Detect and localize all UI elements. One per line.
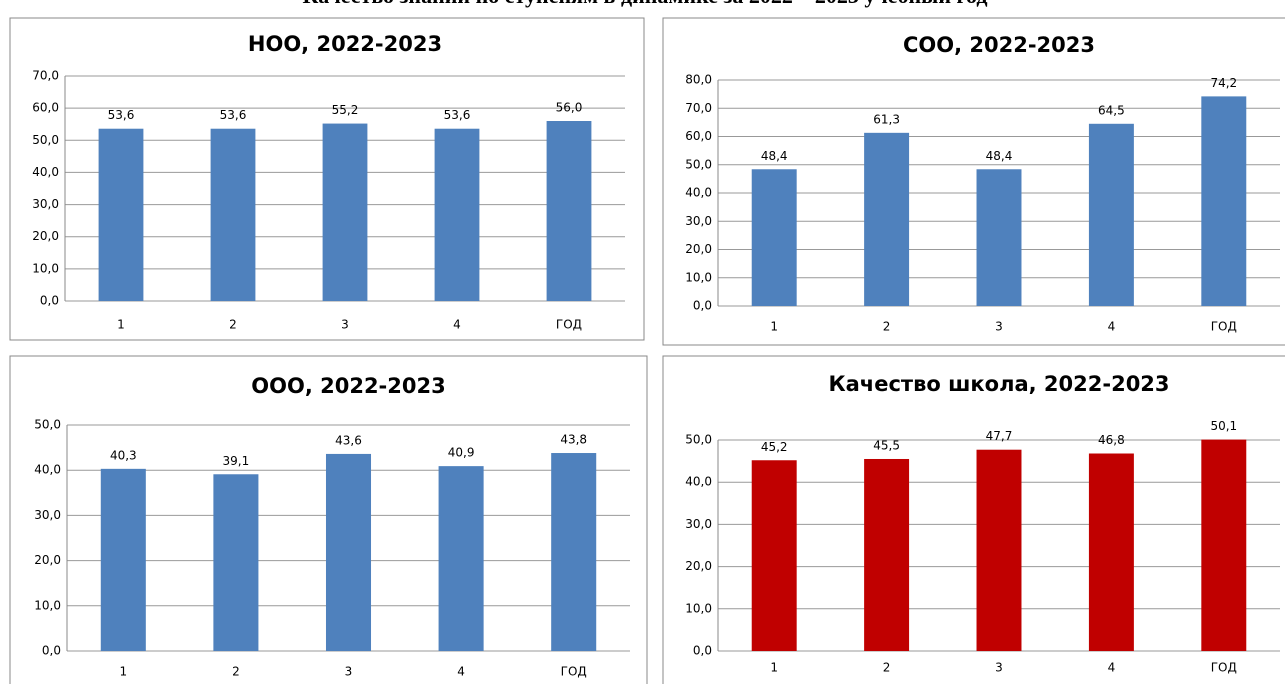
x-tick-label: ГОД	[556, 318, 582, 332]
x-tick-label: 4	[1108, 661, 1116, 675]
y-tick-label: 50,0	[685, 433, 712, 447]
x-tick-label: ГОД	[561, 665, 587, 679]
x-tick-label: 1	[770, 661, 778, 675]
x-tick-label: 3	[995, 661, 1003, 675]
bar	[100, 468, 146, 651]
data-label: 40,9	[448, 446, 475, 460]
y-tick-label: 50,0	[34, 418, 61, 432]
data-label: 47,7	[986, 429, 1013, 443]
x-tick-label: 4	[1108, 320, 1116, 334]
x-tick-label: 1	[770, 320, 778, 334]
y-tick-label: 40,0	[685, 475, 712, 489]
data-label: 45,2	[761, 440, 788, 454]
y-tick-label: 0,0	[40, 294, 59, 308]
x-tick-label: 2	[883, 320, 891, 334]
x-tick-label: 1	[119, 665, 127, 679]
y-tick-label: 40,0	[34, 463, 61, 477]
y-tick-label: 10,0	[685, 270, 712, 284]
data-label: 61,3	[873, 112, 900, 126]
y-tick-label: 30,0	[34, 508, 61, 522]
bar	[751, 169, 797, 306]
data-label: 53,6	[444, 108, 471, 122]
bar	[1201, 96, 1247, 306]
bar	[551, 453, 597, 651]
bar	[322, 123, 368, 301]
chart-title: Качество школа, 2022-2023	[828, 372, 1169, 396]
x-tick-label: 4	[457, 665, 465, 679]
chart-title: ООО, 2022-2023	[251, 374, 445, 398]
x-tick-label: ГОД	[1211, 661, 1237, 675]
y-tick-label: 80,0	[685, 73, 712, 87]
y-tick-label: 30,0	[685, 214, 712, 228]
y-tick-label: 70,0	[685, 101, 712, 115]
data-label: 56,0	[556, 101, 583, 115]
y-tick-label: 10,0	[685, 601, 712, 615]
y-tick-label: 0,0	[693, 299, 712, 313]
y-tick-label: 20,0	[34, 553, 61, 567]
bar	[98, 128, 144, 301]
bar	[976, 449, 1022, 651]
y-tick-label: 0,0	[42, 644, 61, 658]
chart-frame	[662, 355, 1285, 684]
y-tick-label: 20,0	[685, 242, 712, 256]
data-label: 48,4	[986, 149, 1013, 163]
x-tick-label: 4	[453, 318, 461, 332]
data-label: 53,6	[108, 108, 135, 122]
data-label: 46,8	[1098, 433, 1125, 447]
x-tick-label: 2	[232, 665, 240, 679]
x-tick-label: 3	[345, 665, 353, 679]
data-label: 53,6	[220, 108, 247, 122]
x-tick-label: 1	[117, 318, 125, 332]
y-tick-label: 40,0	[685, 186, 712, 200]
bar	[1088, 453, 1134, 651]
y-tick-label: 50,0	[685, 157, 712, 171]
y-tick-label: 40,0	[32, 165, 59, 179]
chart-title: СОО, 2022-2023	[903, 33, 1095, 57]
data-label: 55,2	[332, 103, 359, 117]
data-label: 74,2	[1210, 76, 1237, 90]
y-tick-label: 60,0	[685, 129, 712, 143]
bar	[976, 169, 1022, 306]
data-label: 48,4	[761, 149, 788, 163]
bar	[438, 466, 484, 651]
bar	[751, 460, 797, 651]
y-tick-label: 20,0	[32, 229, 59, 243]
chart-title: НОО, 2022-2023	[248, 32, 442, 56]
bar	[434, 128, 480, 301]
x-tick-label: 2	[883, 661, 891, 675]
x-tick-label: 3	[341, 318, 349, 332]
y-tick-label: 10,0	[32, 261, 59, 275]
bar	[864, 458, 910, 651]
y-tick-label: 30,0	[32, 197, 59, 211]
bar	[213, 474, 259, 651]
bar	[1088, 123, 1134, 306]
y-tick-label: 50,0	[32, 133, 59, 147]
page-heading: Качество знаний по ступеням в динамике з…	[303, 0, 988, 8]
y-tick-label: 20,0	[685, 559, 712, 573]
bar	[546, 121, 592, 301]
y-tick-label: 30,0	[685, 517, 712, 531]
data-label: 43,8	[560, 433, 587, 447]
data-label: 40,3	[110, 448, 137, 462]
data-label: 50,1	[1210, 419, 1237, 433]
data-label: 43,6	[335, 433, 362, 447]
bar	[1201, 439, 1247, 651]
bar	[864, 132, 910, 306]
chart-frame	[662, 17, 1285, 346]
y-tick-label: 60,0	[32, 101, 59, 115]
data-label: 64,5	[1098, 103, 1125, 117]
bar	[325, 453, 372, 651]
x-tick-label: 2	[229, 318, 237, 332]
chart-frame	[9, 17, 645, 341]
y-tick-label: 70,0	[32, 69, 59, 83]
x-tick-label: 3	[995, 320, 1003, 334]
y-tick-label: 0,0	[693, 644, 712, 658]
data-label: 39,1	[223, 454, 250, 468]
chart-frame	[9, 355, 648, 684]
data-label: 45,5	[873, 438, 900, 452]
y-tick-label: 10,0	[34, 598, 61, 612]
x-tick-label: ГОД	[1211, 320, 1237, 334]
bar	[210, 128, 256, 301]
